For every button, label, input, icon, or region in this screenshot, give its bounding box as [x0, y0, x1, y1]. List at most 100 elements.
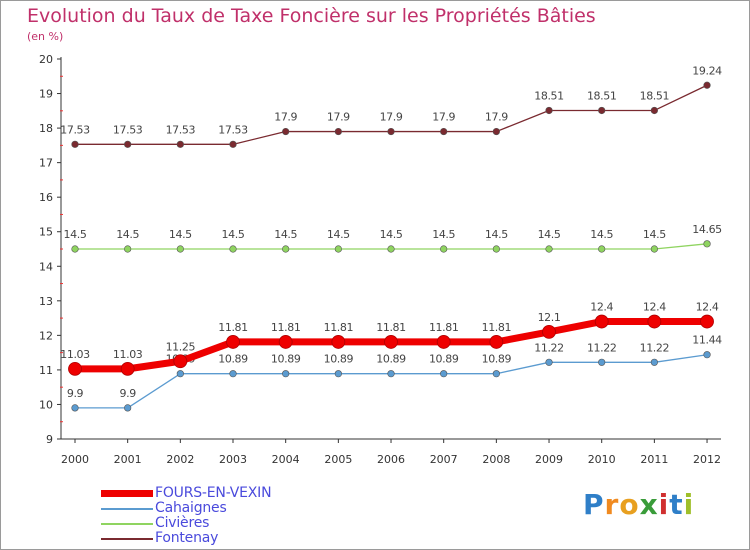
data-label: 9.9 — [120, 387, 137, 400]
data-label: 11.03 — [60, 348, 90, 361]
x-tick-label: 2000 — [61, 453, 89, 466]
data-point — [334, 370, 342, 378]
data-label: 17.9 — [380, 111, 403, 124]
data-label: 17.9 — [327, 111, 350, 124]
data-label: 11.81 — [324, 321, 354, 334]
data-label: 14.5 — [116, 228, 139, 241]
y-tick-label: 18 — [39, 122, 53, 135]
y-tick-label: 11 — [39, 364, 53, 377]
legend-item-civieres[interactable]: Civières — [101, 516, 271, 531]
legend-label: Cahaignes — [155, 500, 227, 516]
data-label: 14.5 — [538, 228, 561, 241]
data-label: 10.89 — [429, 353, 459, 366]
data-point — [226, 335, 240, 349]
data-label: 12.4 — [590, 301, 613, 314]
legend-item-cahaignes[interactable]: Cahaignes — [101, 501, 271, 516]
data-point — [173, 354, 188, 369]
data-point — [492, 245, 500, 253]
x-tick-label: 2008 — [482, 453, 510, 466]
data-label: 17.53 — [60, 123, 90, 136]
data-point — [703, 351, 711, 359]
data-label: 14.65 — [692, 223, 722, 236]
x-tick-label: 2005 — [324, 453, 352, 466]
data-point — [120, 361, 135, 376]
data-label: 19.24 — [692, 64, 722, 77]
logo-letter: t — [669, 488, 684, 521]
data-label: 11.81 — [271, 321, 301, 334]
data-point — [650, 358, 658, 366]
data-label: 17.9 — [274, 111, 297, 124]
data-point — [703, 81, 711, 89]
legend-label: FOURS-EN-VEXIN — [155, 485, 272, 501]
proxiti-logo: Proxiti — [583, 488, 694, 521]
data-label: 10.89 — [482, 353, 512, 366]
data-point — [598, 245, 606, 253]
data-point — [440, 127, 448, 136]
y-tick-label: 10 — [39, 398, 53, 411]
data-point — [282, 127, 290, 136]
y-tick-label: 9 — [46, 433, 53, 446]
data-label: 11.81 — [482, 321, 512, 334]
data-label: 17.53 — [218, 123, 248, 136]
data-label: 14.5 — [590, 228, 613, 241]
y-tick-label: 14 — [39, 260, 53, 273]
data-point — [229, 140, 237, 148]
logo-letter: r — [604, 488, 620, 521]
data-point — [176, 245, 184, 253]
data-point — [440, 245, 448, 253]
data-point — [334, 245, 342, 253]
y-tick-label: 16 — [39, 191, 53, 204]
data-point — [545, 358, 553, 366]
legend-swatch — [101, 490, 153, 497]
data-point — [282, 370, 290, 378]
data-point — [71, 245, 79, 253]
data-point — [176, 370, 184, 378]
data-label: 11.44 — [692, 334, 722, 347]
data-point — [387, 370, 395, 378]
data-label: 11.25 — [166, 340, 196, 353]
data-label: 12.1 — [538, 311, 561, 324]
data-point — [71, 140, 79, 148]
data-label: 18.51 — [587, 89, 617, 102]
data-point — [387, 127, 395, 136]
data-point — [331, 335, 346, 349]
data-label: 11.22 — [534, 341, 564, 354]
data-label: 12.4 — [696, 301, 719, 314]
y-tick-label: 15 — [39, 226, 53, 239]
legend-item-fontenay[interactable]: Fontenay — [101, 531, 271, 546]
data-label: 11.03 — [113, 348, 143, 361]
data-label: 14.5 — [485, 228, 508, 241]
data-point — [71, 404, 79, 412]
x-tick-label: 2010 — [588, 453, 616, 466]
data-point — [545, 245, 553, 253]
y-tick-label: 17 — [39, 157, 53, 170]
data-label: 11.81 — [376, 321, 406, 334]
data-point — [594, 314, 609, 329]
x-tick-label: 2001 — [114, 453, 142, 466]
legend-swatch — [101, 507, 153, 510]
x-tick-label: 2003 — [219, 453, 247, 466]
chart-title: Evolution du Taux de Taxe Foncière sur l… — [27, 5, 596, 27]
x-tick-label: 2009 — [535, 453, 563, 466]
data-label: 11.81 — [429, 321, 459, 334]
x-tick-label: 2002 — [166, 453, 194, 466]
x-tick-label: 2012 — [693, 453, 721, 466]
chart-unit-label: (en %) — [27, 30, 64, 43]
data-label: 10.89 — [324, 353, 354, 366]
data-point — [650, 245, 658, 253]
legend-label: Fontenay — [155, 530, 219, 546]
data-point — [176, 140, 184, 148]
data-label: 14.5 — [64, 228, 87, 241]
data-point — [440, 370, 448, 378]
legend-item-fours-en-vexin[interactable]: FOURS-EN-VEXIN — [101, 485, 272, 501]
data-point — [334, 127, 342, 136]
data-point — [124, 140, 132, 148]
data-point — [489, 335, 504, 349]
data-point — [598, 358, 606, 366]
data-label: 10.89 — [218, 353, 248, 366]
data-label: 17.53 — [113, 123, 143, 136]
data-point — [598, 106, 606, 115]
data-label: 14.5 — [327, 228, 350, 241]
data-point — [124, 245, 132, 253]
